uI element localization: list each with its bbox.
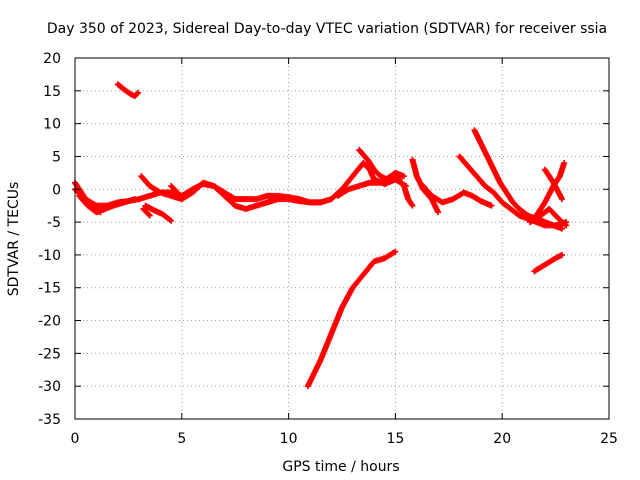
y-tick-label: 5 — [52, 149, 61, 165]
series-arc-15 — [400, 182, 416, 209]
data-point — [145, 211, 152, 218]
series-arc-6 — [136, 181, 324, 212]
series-arc-9 — [168, 182, 181, 196]
y-tick-label: -5 — [47, 215, 61, 231]
series-arc-16 — [420, 182, 495, 209]
series-arc-21 — [531, 251, 566, 275]
data-point — [488, 202, 495, 209]
series-arc-18 — [471, 127, 566, 232]
x-tick-label: 25 — [600, 431, 618, 447]
series-arc-20 — [541, 166, 566, 203]
data-point — [317, 199, 324, 206]
x-tick-label: 20 — [493, 431, 511, 447]
data-point — [168, 217, 175, 224]
data-point — [559, 251, 566, 258]
series-arc-22 — [526, 205, 570, 229]
series-arc-13 — [356, 146, 407, 183]
y-tick-label: 15 — [43, 84, 61, 100]
series-arc-7 — [142, 202, 175, 224]
series-arc-10 — [304, 248, 399, 390]
data-point — [400, 173, 407, 180]
data-point — [133, 90, 140, 97]
data-point — [435, 209, 442, 216]
y-axis-label: SDTVAR / TECUs — [6, 182, 22, 297]
y-tick-label: -25 — [38, 346, 61, 362]
y-tick-label: 10 — [43, 117, 61, 133]
series-arc-8 — [140, 205, 153, 219]
data-point — [559, 225, 566, 232]
x-tick-label: 10 — [280, 431, 298, 447]
data-point — [559, 196, 566, 203]
data-point — [146, 212, 153, 219]
data-point — [392, 248, 399, 255]
x-tick-label: 0 — [71, 431, 80, 447]
y-tick-label: -30 — [38, 379, 61, 395]
x-tick-label: 15 — [386, 431, 404, 447]
y-tick-label: -35 — [38, 412, 61, 428]
data-point — [562, 221, 569, 228]
data-point — [563, 222, 570, 229]
data-point — [173, 188, 180, 195]
y-tick-label: 0 — [52, 182, 61, 198]
y-tick-label: -10 — [38, 248, 61, 264]
data-point — [135, 89, 142, 96]
series-arc-4 — [114, 81, 142, 100]
data-points — [72, 81, 570, 390]
x-tick-label: 5 — [177, 431, 186, 447]
axis-ticks: 0 5 10 15 20 25 20 15 10 5 0 -5 -10 -15 -20 -25 -30 -35 — [38, 51, 618, 447]
plot-frame — [74, 57, 610, 420]
chart-title: Day 350 of 2023, Sidereal Day-to-day VTE… — [47, 21, 607, 37]
data-point — [174, 189, 181, 196]
series-arc-3 — [76, 192, 138, 216]
x-axis-label: GPS time / hours — [282, 459, 399, 475]
y-tick-label: -20 — [38, 314, 61, 330]
series-arc-19 — [531, 160, 568, 222]
data-point — [409, 202, 416, 209]
y-tick-label: -15 — [38, 281, 61, 297]
data-point — [561, 160, 568, 167]
grid-lines — [75, 58, 609, 419]
y-tick-label: 20 — [43, 51, 61, 67]
